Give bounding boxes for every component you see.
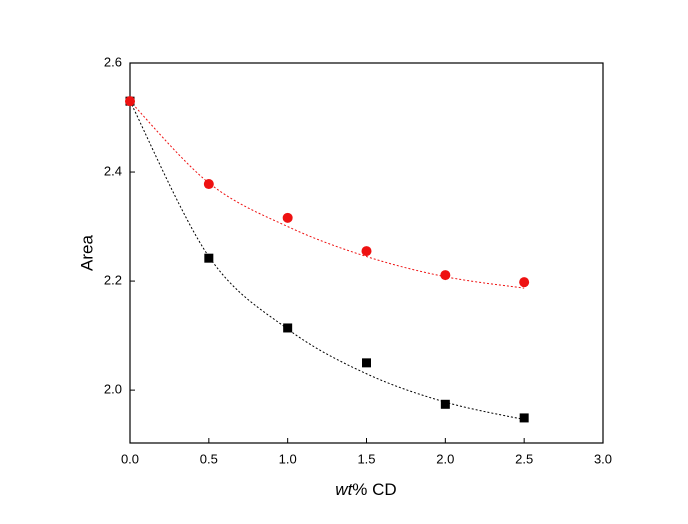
data-point bbox=[362, 358, 371, 368]
x-tick-label: 1.0 bbox=[279, 451, 297, 466]
y-tick-label: 2.2 bbox=[104, 273, 122, 288]
x-axis-title-rest: % CD bbox=[352, 480, 396, 499]
fit-curve bbox=[129, 100, 525, 289]
data-point bbox=[125, 96, 135, 107]
fit-curve bbox=[129, 100, 525, 421]
data-point bbox=[519, 277, 530, 288]
y-axis-title: Area bbox=[77, 235, 96, 271]
y-tick-label: 2.4 bbox=[104, 163, 122, 178]
x-tick-label: 2.5 bbox=[515, 451, 533, 466]
data-point bbox=[440, 270, 451, 281]
data-point bbox=[519, 413, 529, 423]
x-axis-title-italic: wt bbox=[335, 480, 353, 499]
x-tick-label: 3.0 bbox=[594, 451, 612, 466]
x-tick-label: 0.0 bbox=[121, 451, 139, 466]
x-axis-title: wt% CD bbox=[335, 480, 396, 499]
x-tick-label: 2.0 bbox=[436, 451, 454, 466]
data-point bbox=[283, 323, 293, 333]
data-point bbox=[361, 246, 372, 257]
y-tick-label: 2.0 bbox=[104, 382, 122, 397]
data-point bbox=[204, 253, 214, 263]
x-tick-label: 0.5 bbox=[200, 451, 218, 466]
data-point bbox=[203, 179, 214, 190]
data-point bbox=[440, 399, 450, 409]
x-tick-label: 1.5 bbox=[357, 451, 375, 466]
y-tick-label: 2.6 bbox=[104, 54, 122, 69]
data-point bbox=[282, 212, 293, 223]
